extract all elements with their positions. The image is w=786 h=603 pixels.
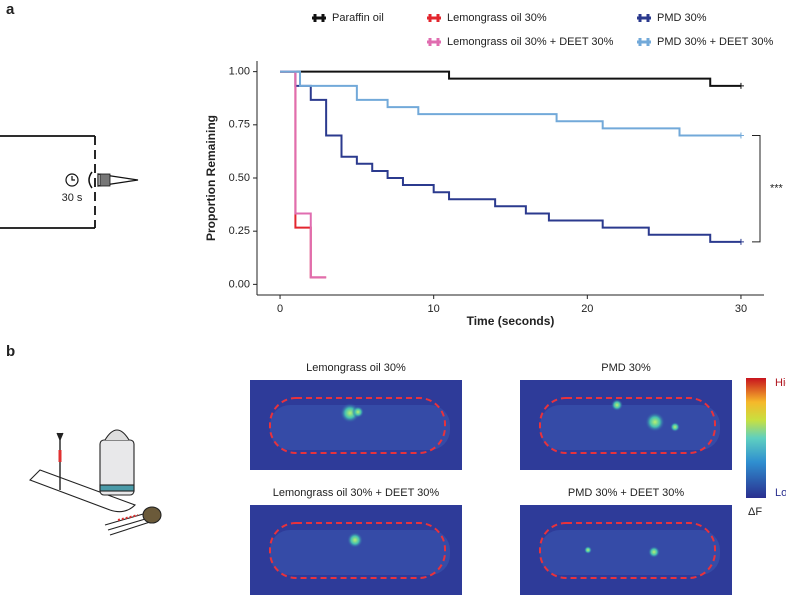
outline [539,397,716,454]
signal-spot [611,399,623,411]
tissue [270,405,450,450]
outline [269,522,446,579]
tissue [540,405,720,450]
y-axis-title: Proportion Remaining [204,115,218,241]
colorbar-label: ΔF [748,506,762,518]
significance-bracket [752,134,761,243]
legend-label: Lemongrass oil 30% [447,12,547,24]
x-tick-label: 10 [428,303,440,315]
colorbar [746,378,766,498]
survival-curve [280,70,741,243]
x-tick-label: 20 [581,303,593,315]
censor-mark [737,238,744,245]
y-tick-label: 0.25 [229,225,250,237]
legend-label: PMD 30% [657,12,707,24]
calcium-images: Lemongrass oil 30% PMD 30% Lemongrass oil … [250,362,732,595]
x-tick-label: 30 [735,303,747,315]
signal-spot [648,546,660,558]
legend-swatch [427,14,441,22]
y-tick-label: 0.00 [229,278,250,290]
assay-diagram [0,135,139,229]
outline [539,522,716,579]
significance-label: *** [770,183,784,195]
legend-label: Lemongrass oil 30% + DEET 30% [447,36,614,48]
signal-spot [352,406,364,418]
survival-curve [280,70,327,279]
y-tick-label: 0.50 [229,172,250,184]
legend-swatch [312,14,326,22]
x-tick-label: 0 [277,303,283,315]
signal-spot [670,422,680,432]
legend-label: Paraffin oil [332,12,384,24]
censor-mark [737,82,744,89]
x-axis-title: Time (seconds) [467,314,555,328]
signal-spot [645,412,665,432]
survival-curve [280,70,741,87]
legend-label: PMD 30% + DEET 30% [657,36,773,48]
prep-diagram [29,429,162,536]
timer-label: 30 s [62,192,83,204]
y-tick-label: 1.00 [229,66,250,78]
colorbar-high: High [775,377,786,389]
tissue [540,530,720,575]
legend-swatch [637,38,651,46]
image-title: Lemongrass oil 30% + DEET 30% [273,487,440,499]
legend-swatch [427,38,441,46]
panel-label: a [6,1,15,18]
censor-mark [737,132,744,139]
image-title: PMD 30% [601,362,651,374]
signal-spot [347,532,363,548]
legend-swatch [637,14,651,22]
signal-spot [584,546,592,554]
image-title: PMD 30% + DEET 30% [568,487,684,499]
image-title: Lemongrass oil 30% [306,362,406,374]
survival-curve [280,70,741,137]
panel-label: b [6,343,15,360]
y-tick-label: 0.75 [229,119,250,131]
survival-curve [280,70,327,279]
tissue [270,530,450,575]
outline [269,397,446,454]
colorbar-low: Low [775,487,786,499]
